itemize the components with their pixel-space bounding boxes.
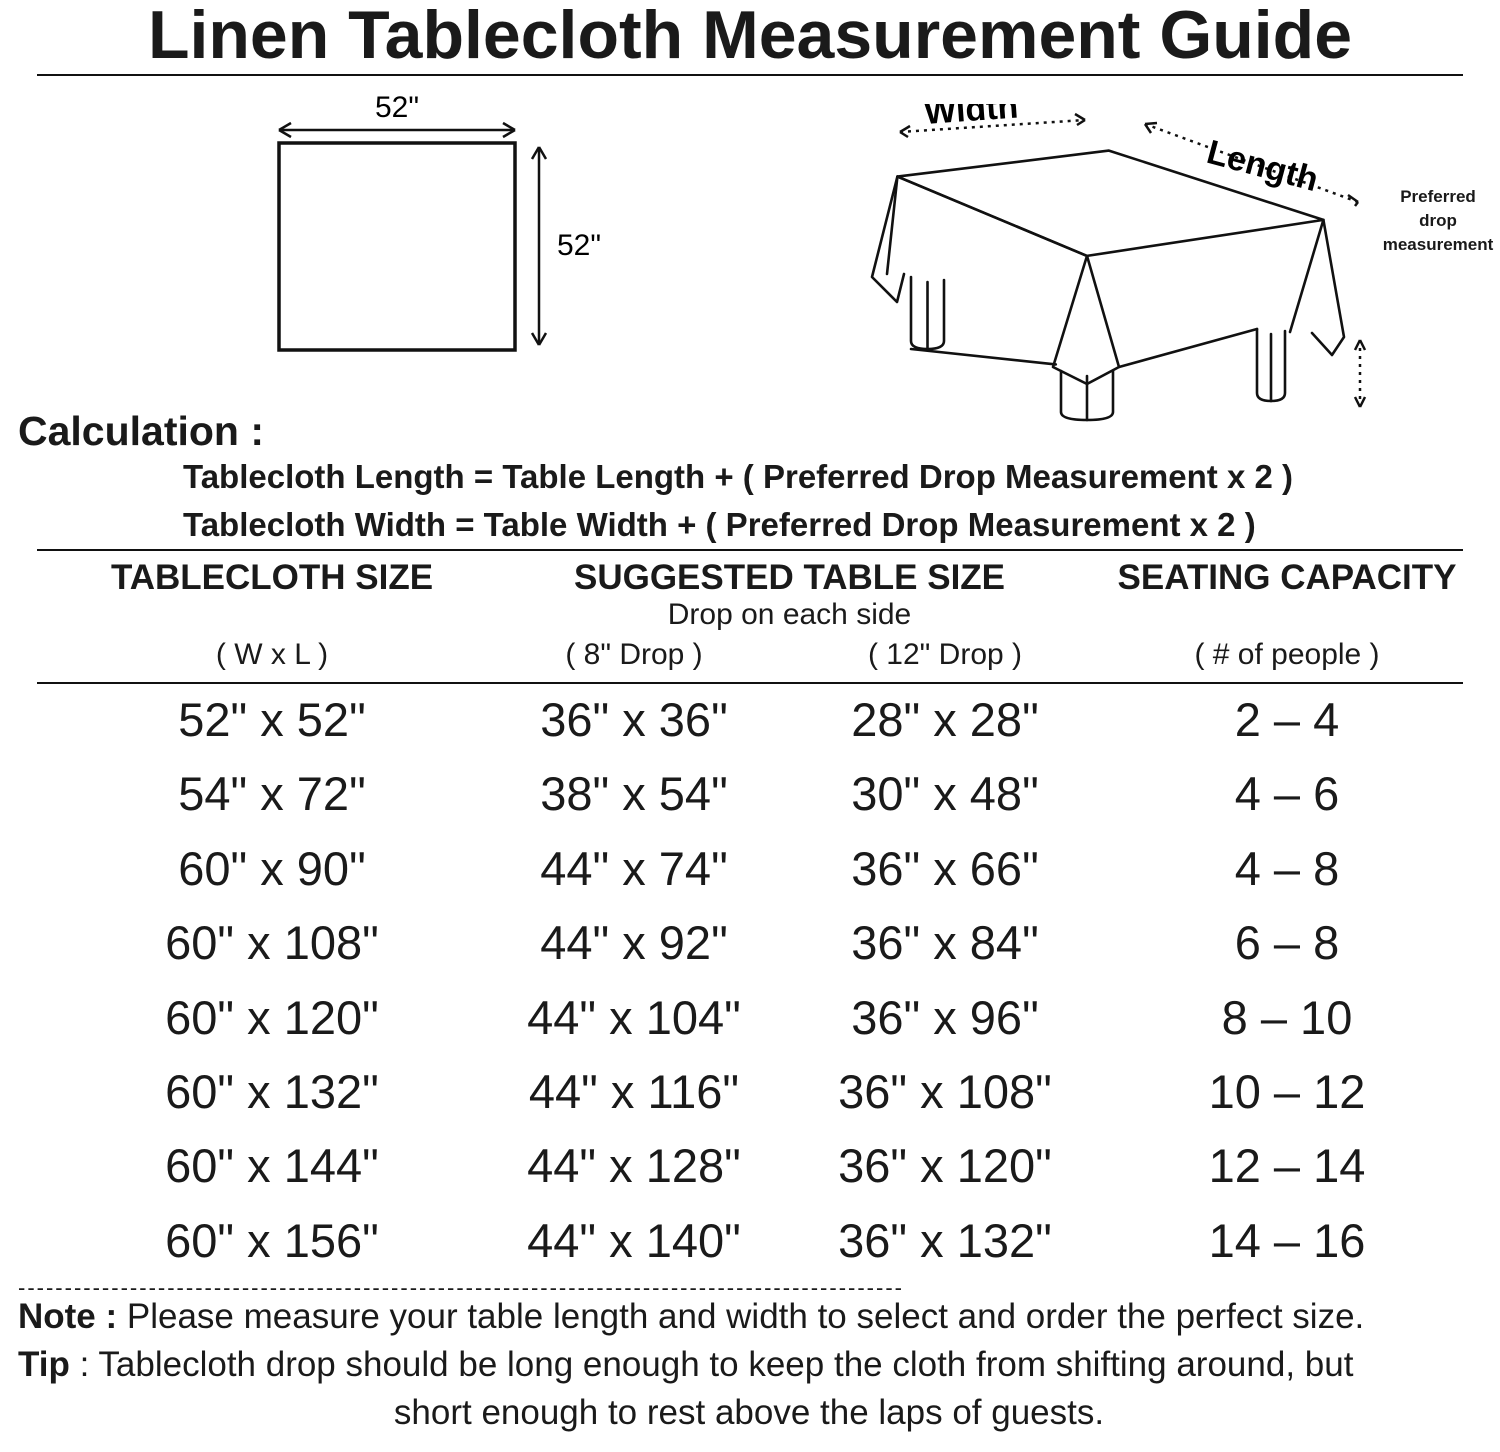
svg-text:52": 52" [375,95,419,124]
svg-text:Length: Length [1203,133,1322,199]
svg-text:Width: Width [923,104,1020,132]
svg-text:52": 52" [557,229,601,262]
